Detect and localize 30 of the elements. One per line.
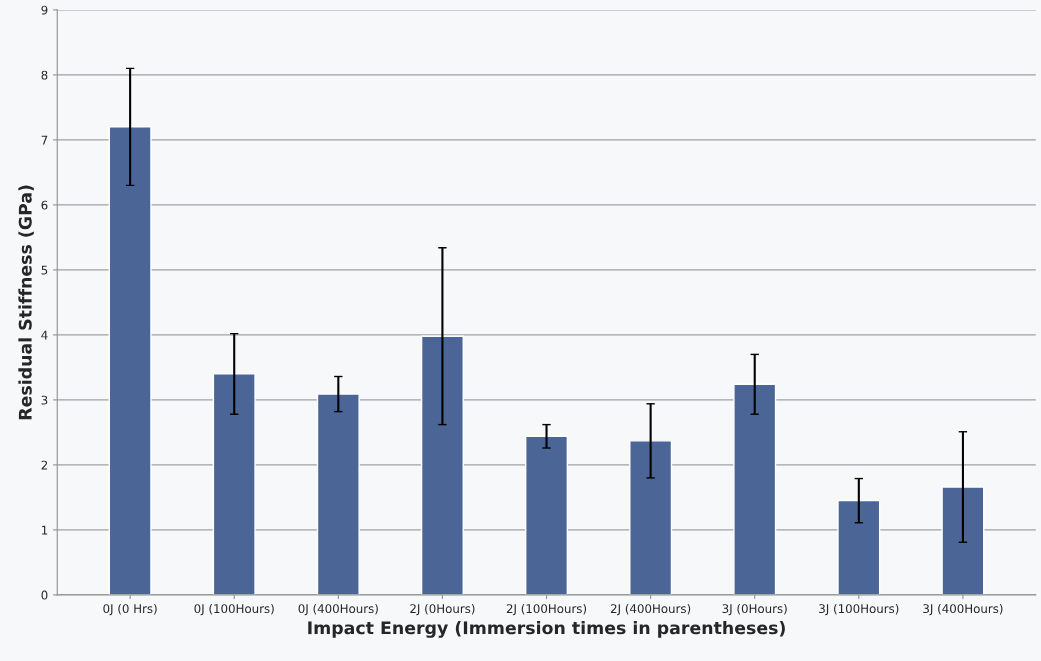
x-tick-label: 0J (400Hours) (298, 603, 378, 616)
x-tick-label: 2J (100Hours) (506, 603, 587, 616)
y-tick-label: 4 (41, 330, 48, 340)
bar (420, 335, 464, 595)
x-tick-label: 0J (0 Hrs) (103, 603, 157, 616)
y-tick-label: 7 (41, 135, 48, 145)
x-tick-label: 2J (400Hours) (610, 603, 691, 616)
bar (629, 440, 673, 595)
y-tick-label: 0 (41, 590, 48, 600)
x-tick-label: 3J (0Hours) (722, 603, 787, 616)
bar (733, 383, 777, 595)
y-tick-label: 3 (41, 395, 48, 405)
x-axis-title: Impact Energy (Immersion times in parentheses) (308, 620, 785, 638)
y-axis-title: Residual Stiffness (GPa) (18, 185, 34, 420)
y-tick-label: 1 (42, 525, 48, 535)
y-tick-label: 9 (41, 5, 48, 15)
x-tick-label: 3J (400Hours) (923, 603, 1003, 616)
bar (316, 393, 360, 595)
bar (525, 435, 569, 595)
y-tick-label: 8 (41, 70, 48, 80)
bar (837, 499, 881, 595)
bar (108, 126, 152, 595)
x-tick-label: 2J (0Hours) (410, 603, 475, 616)
x-tick-label: 0J (100Hours) (194, 603, 274, 616)
y-tick-label: 5 (41, 265, 48, 275)
bar (941, 486, 985, 595)
bar (212, 373, 256, 595)
x-tick-label: 3J (100Hours) (819, 603, 899, 616)
y-tick-label: 6 (41, 200, 48, 210)
y-tick-label: 2 (41, 460, 48, 470)
